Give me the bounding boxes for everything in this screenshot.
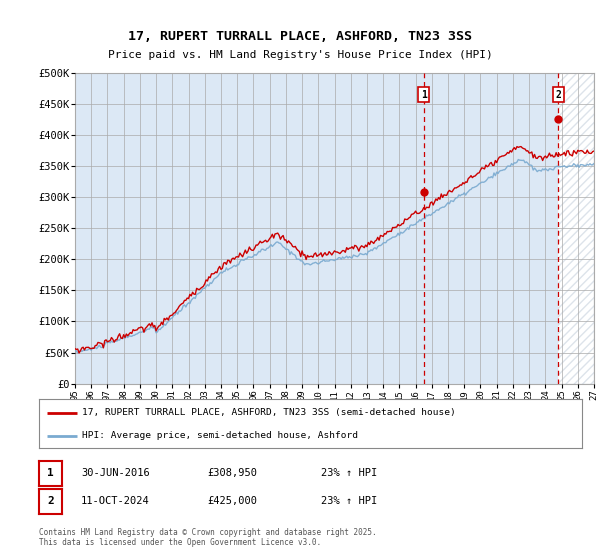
Text: 17, RUPERT TURRALL PLACE, ASHFORD, TN23 3SS: 17, RUPERT TURRALL PLACE, ASHFORD, TN23 …	[128, 30, 472, 43]
Text: 11-OCT-2024: 11-OCT-2024	[81, 496, 150, 506]
Text: 30-JUN-2016: 30-JUN-2016	[81, 468, 150, 478]
Text: £425,000: £425,000	[207, 496, 257, 506]
Text: 2: 2	[555, 90, 561, 100]
Text: 2: 2	[47, 496, 54, 506]
Text: 17, RUPERT TURRALL PLACE, ASHFORD, TN23 3SS (semi-detached house): 17, RUPERT TURRALL PLACE, ASHFORD, TN23 …	[82, 408, 456, 417]
Text: 23% ↑ HPI: 23% ↑ HPI	[321, 496, 377, 506]
Text: HPI: Average price, semi-detached house, Ashford: HPI: Average price, semi-detached house,…	[82, 431, 358, 440]
Text: Contains HM Land Registry data © Crown copyright and database right 2025.
This d: Contains HM Land Registry data © Crown c…	[39, 528, 377, 547]
Text: £308,950: £308,950	[207, 468, 257, 478]
Text: Price paid vs. HM Land Registry's House Price Index (HPI): Price paid vs. HM Land Registry's House …	[107, 50, 493, 60]
Text: 23% ↑ HPI: 23% ↑ HPI	[321, 468, 377, 478]
Text: 1: 1	[47, 468, 54, 478]
Bar	[558, 73, 594, 384]
Bar	[558, 73, 594, 384]
Text: 1: 1	[421, 90, 427, 100]
